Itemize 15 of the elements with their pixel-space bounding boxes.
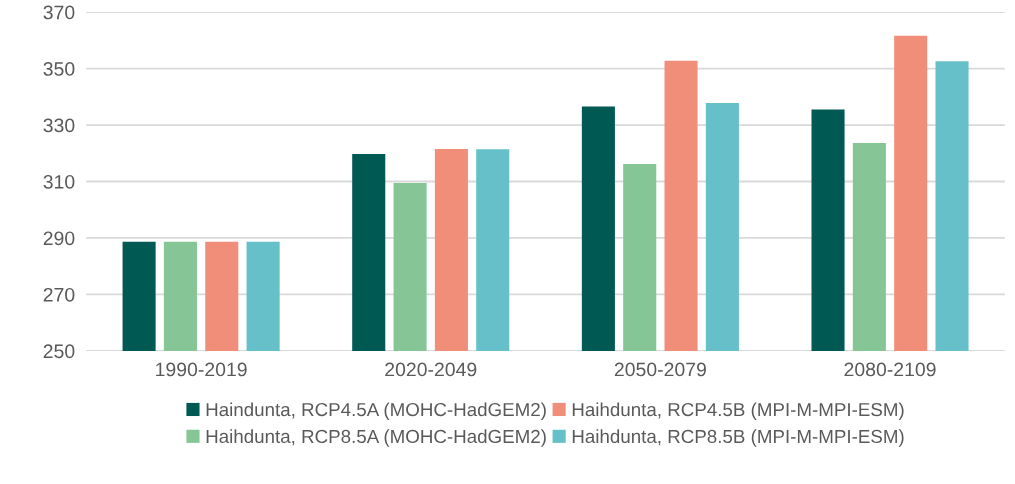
legend-label: Haindunta, RCP4.5A (MOHC-HadGEM2) bbox=[206, 402, 546, 420]
y-tick-label: 330 bbox=[43, 118, 75, 133]
x-tick-label: 2050-2079 bbox=[614, 362, 706, 377]
y-tick-label: 310 bbox=[43, 174, 75, 189]
legend-label: Haihdunta, RCP4.5B (MPI-M-MPI-ESM) bbox=[572, 402, 904, 420]
y-tick-label: 250 bbox=[43, 344, 75, 359]
legend-label: Haihdunta, RCP8.5A (MOHC-HadGEM2) bbox=[206, 429, 546, 447]
y-tick-label: 270 bbox=[43, 287, 75, 302]
x-tick-label: 2080-2109 bbox=[844, 362, 936, 377]
legend-label: Haihdunta, RCP8.5B (MPI-M-MPI-ESM) bbox=[572, 429, 904, 447]
x-tick-label: 2020-2049 bbox=[385, 362, 477, 377]
y-tick-label: 290 bbox=[43, 231, 75, 246]
y-tick-label: 350 bbox=[43, 62, 75, 76]
x-tick-label: 1990-2019 bbox=[156, 362, 247, 377]
y-tick-label: 370 bbox=[43, 5, 75, 20]
